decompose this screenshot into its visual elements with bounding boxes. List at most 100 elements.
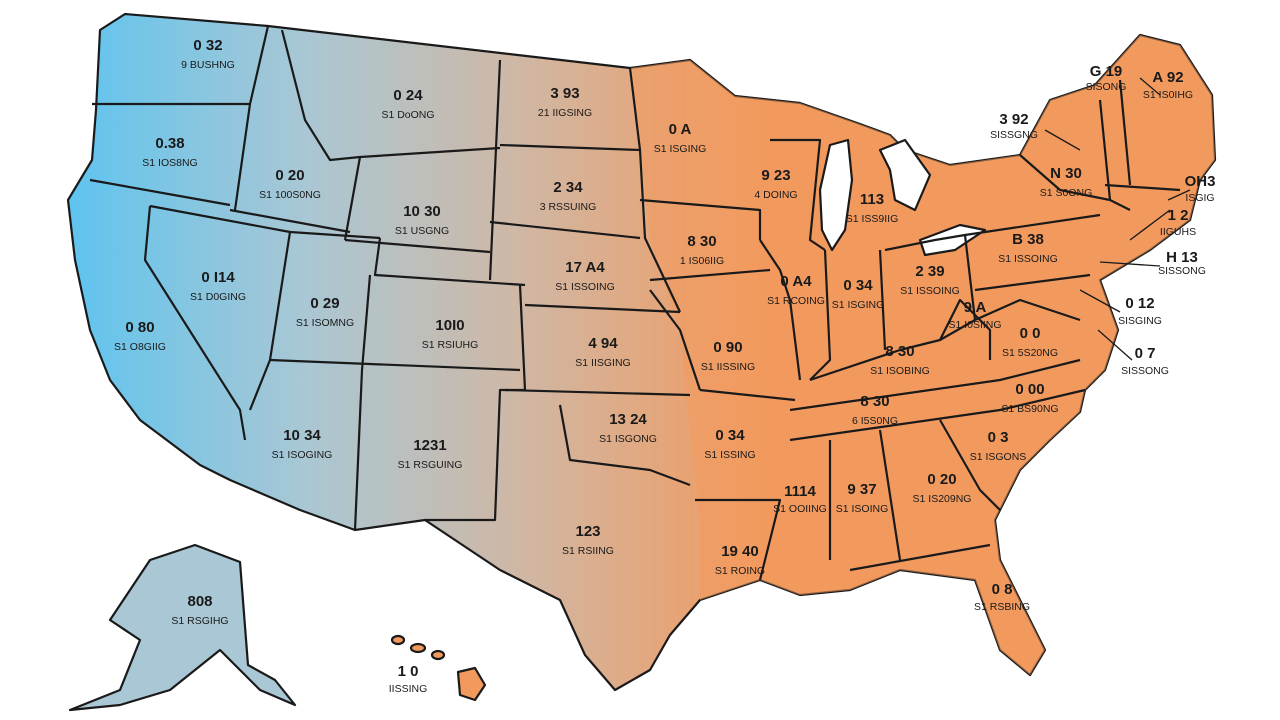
label-oh: 2 39 S1 ISSOING: [900, 263, 960, 297]
svg-text:S1 RCOING: S1 RCOING: [767, 295, 825, 307]
svg-text:S1 S0ONG: S1 S0ONG: [1040, 187, 1093, 199]
state-labels: 0 32 9 BUSHNG 0.38 S1 IOS8NG 0 80 S1 O8GIIG…: [114, 37, 1193, 695]
label-sd: 2 34 3 RSSUING: [540, 179, 597, 213]
svg-text:10 34: 10 34: [283, 427, 321, 444]
svg-text:S1 ISOGING: S1 ISOGING: [272, 449, 333, 461]
label-ne: 17 A4 S1 ISSOING: [555, 259, 615, 293]
svg-text:0 34: 0 34: [843, 277, 873, 294]
label-il: 0 A4 S1 RCOING: [767, 273, 825, 307]
svg-text:1231: 1231: [413, 437, 446, 454]
svg-text:6 I5S0NG: 6 I5S0NG: [852, 415, 898, 427]
svg-text:3 RSSUING: 3 RSSUING: [540, 201, 597, 213]
svg-text:SISSGNG: SISSGNG: [990, 129, 1038, 141]
svg-text:S1 IS209NG: S1 IS209NG: [913, 493, 972, 505]
svg-text:S1 ISS9IIG: S1 ISS9IIG: [846, 213, 899, 225]
label-la: 19 40 S1 ROING: [715, 543, 765, 577]
alaska-shape: [68, 543, 297, 712]
label-az: 10 34 S1 ISOGING: [272, 427, 333, 461]
svg-text:1 2: 1 2: [1168, 207, 1189, 224]
svg-text:S1 ISSOING: S1 ISSOING: [555, 281, 615, 293]
hawaii-shape: [456, 666, 487, 702]
label-hi: 1 0 IISSING: [389, 663, 428, 695]
svg-text:0 80: 0 80: [125, 319, 154, 336]
label-or: 0.38 S1 IOS8NG: [142, 135, 197, 169]
svg-text:SISGING: SISGING: [1118, 315, 1162, 327]
label-ut: 0 29 S1 ISOMNG: [296, 295, 354, 329]
svg-text:123: 123: [575, 523, 600, 540]
label-tx: 123 S1 RSIING: [562, 523, 614, 557]
label-ny: N 30 S1 S0ONG: [1040, 165, 1093, 199]
label-in: 0 34 S1 ISGING: [832, 277, 885, 311]
label-ia: 8 30 1 IS06IIG: [680, 233, 724, 267]
callout-ma: OH3 ISGIG: [1185, 173, 1216, 204]
label-ga: 0 20 S1 IS209NG: [913, 471, 972, 505]
svg-text:808: 808: [187, 593, 212, 610]
label-id: 0 20 S1 100S0NG: [259, 167, 321, 201]
svg-text:IISSING: IISSING: [389, 683, 428, 695]
lake-huron: [878, 138, 932, 212]
label-wa: 0 32 9 BUSHNG: [181, 37, 235, 71]
label-sc: 0 3 S1 ISGONS: [970, 429, 1027, 463]
svg-text:8 30: 8 30: [860, 393, 889, 410]
svg-text:0 34: 0 34: [715, 427, 745, 444]
svg-text:0 I14: 0 I14: [201, 269, 235, 286]
svg-text:B 38: B 38: [1012, 231, 1044, 248]
svg-text:S1 ISGONG: S1 ISGONG: [599, 433, 657, 445]
svg-text:SISONG: SISONG: [1086, 81, 1127, 93]
label-ok: 13 24 S1 ISGONG: [599, 411, 657, 445]
label-va: 0 0 S1 5S20NG: [1002, 325, 1058, 359]
label-ky: 8 30 S1 ISOBING: [870, 343, 930, 377]
svg-text:1 0: 1 0: [398, 663, 419, 680]
svg-text:9 23: 9 23: [761, 167, 790, 184]
label-mo: 0 90 S1 IISSING: [701, 339, 755, 373]
svg-text:17 A4: 17 A4: [565, 259, 605, 276]
svg-text:2 39: 2 39: [915, 263, 944, 280]
svg-text:S1 BS90NG: S1 BS90NG: [1001, 403, 1058, 415]
svg-text:S1 ISGING: S1 ISGING: [832, 299, 885, 311]
svg-text:2 34: 2 34: [553, 179, 583, 196]
label-nm: 1231 S1 RSGUING: [398, 437, 463, 471]
label-wi: 9 23 4 DOING: [754, 167, 797, 201]
label-mn: 0 A S1 ISGING: [654, 121, 707, 155]
svg-text:S1 IISGING: S1 IISGING: [575, 357, 630, 369]
svg-text:S1 RSGIHG: S1 RSGIHG: [171, 615, 228, 627]
svg-text:H 13: H 13: [1166, 249, 1198, 266]
svg-text:IIGUHS: IIGUHS: [1160, 226, 1196, 238]
svg-text:S1 IOS8NG: S1 IOS8NG: [142, 157, 197, 169]
svg-text:113: 113: [860, 191, 884, 208]
label-nd: 3 93 21 IIGSING: [538, 85, 592, 119]
svg-text:0 7: 0 7: [1135, 345, 1156, 362]
svg-text:8 30: 8 30: [885, 343, 914, 360]
svg-text:S1 RSIING: S1 RSIING: [562, 545, 614, 557]
label-mt: 0 24 S1 DoONG: [381, 87, 434, 121]
svg-text:8 30: 8 30: [687, 233, 716, 250]
svg-text:0 90: 0 90: [713, 339, 742, 356]
svg-text:G 19: G 19: [1090, 63, 1123, 80]
state-borders: [89, 25, 1181, 581]
svg-text:S1 ROING: S1 ROING: [715, 565, 765, 577]
label-ar: 0 34 S1 ISSING: [704, 427, 755, 461]
label-ca: 0 80 S1 O8GIIG: [114, 319, 166, 353]
svg-text:21 IIGSING: 21 IIGSING: [538, 107, 592, 119]
label-pa: B 38 S1 ISSOING: [998, 231, 1058, 265]
svg-text:0 32: 0 32: [193, 37, 222, 54]
svg-text:4 DOING: 4 DOING: [754, 189, 797, 201]
svg-text:0 20: 0 20: [275, 167, 304, 184]
label-ms: 1114 S1 OOIING: [773, 483, 827, 515]
label-ks: 4 94 S1 IISGING: [575, 335, 630, 369]
lake-michigan: [818, 138, 854, 252]
label-fl: 0 8 S1 RSBING: [974, 581, 1030, 613]
label-mi: 113 S1 ISS9IIG: [846, 191, 899, 225]
svg-text:S1 5S20NG: S1 5S20NG: [1002, 347, 1058, 359]
callout-md: 0 12 SISGING: [1118, 295, 1162, 327]
svg-text:S1 RSGUING: S1 RSGUING: [398, 459, 463, 471]
svg-text:0 3: 0 3: [988, 429, 1009, 446]
svg-text:S1 ISSOING: S1 ISSOING: [998, 253, 1058, 265]
svg-text:13 24: 13 24: [609, 411, 647, 428]
svg-text:9 BUSHNG: 9 BUSHNG: [181, 59, 235, 71]
svg-text:9 37: 9 37: [847, 481, 876, 498]
svg-text:10 30: 10 30: [403, 203, 441, 220]
svg-text:0 24: 0 24: [393, 87, 423, 104]
